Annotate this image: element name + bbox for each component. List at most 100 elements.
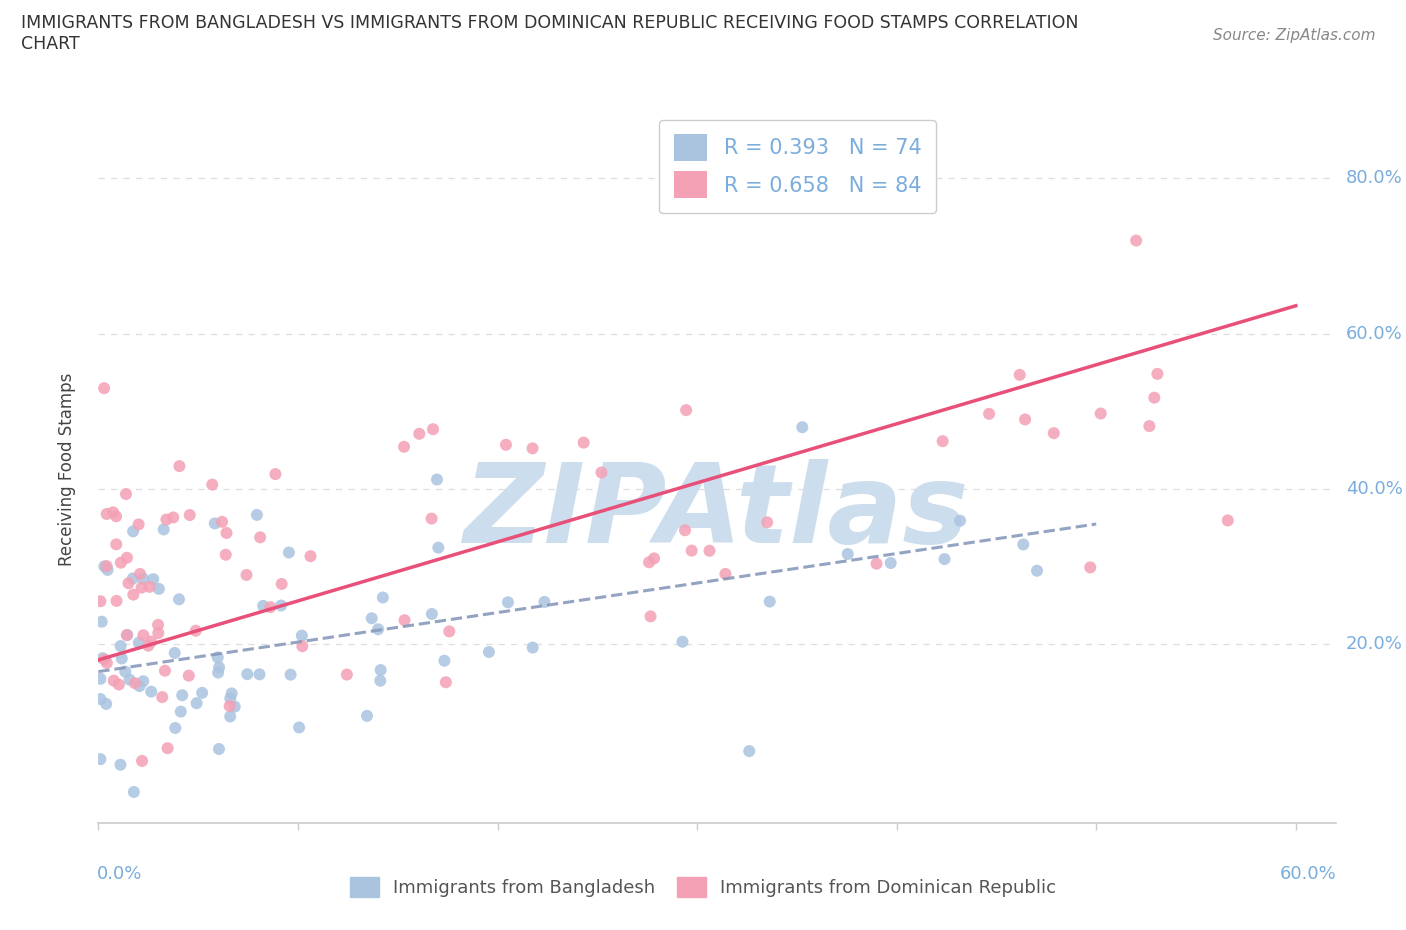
Point	[122, 587, 145, 602]
Point	[153, 663, 176, 678]
Point	[1026, 564, 1049, 578]
Point	[122, 524, 145, 538]
Point	[105, 593, 128, 608]
Point	[93, 380, 115, 395]
Point	[129, 566, 152, 581]
Point	[207, 665, 229, 680]
Point	[155, 512, 177, 527]
Point	[215, 547, 238, 562]
Point	[420, 606, 443, 621]
Point	[128, 517, 150, 532]
Point	[673, 523, 696, 538]
Point	[146, 618, 169, 632]
Point	[219, 709, 242, 724]
Point	[1008, 367, 1031, 382]
Point	[152, 522, 174, 537]
Point	[162, 510, 184, 525]
Point	[277, 545, 299, 560]
Point	[136, 638, 159, 653]
Point	[122, 785, 145, 800]
Point	[172, 688, 194, 703]
Point	[370, 662, 392, 677]
Text: CHART: CHART	[21, 35, 80, 53]
Point	[89, 692, 111, 707]
Point	[1216, 513, 1239, 528]
Point	[299, 549, 322, 564]
Point	[221, 686, 243, 701]
Point	[977, 406, 1000, 421]
Point	[169, 458, 191, 473]
Legend: R = 0.393   N = 74, R = 0.658   N = 84: R = 0.393 N = 74, R = 0.658 N = 84	[659, 120, 936, 213]
Point	[91, 651, 114, 666]
Point	[408, 426, 430, 441]
Point	[434, 675, 457, 690]
Point	[1043, 426, 1066, 441]
Point	[128, 635, 150, 650]
Point	[105, 537, 128, 551]
Point	[572, 435, 595, 450]
Point	[224, 699, 246, 714]
Text: 80.0%: 80.0%	[1346, 169, 1402, 187]
Point	[495, 437, 517, 452]
Point	[118, 672, 141, 687]
Point	[264, 467, 287, 482]
Point	[259, 600, 281, 615]
Point	[208, 660, 231, 675]
Point	[115, 628, 138, 643]
Point	[675, 403, 697, 418]
Point	[1078, 560, 1101, 575]
Point	[865, 556, 887, 571]
Point	[426, 472, 449, 487]
Point	[288, 720, 311, 735]
Point	[177, 669, 200, 684]
Legend: Immigrants from Bangladesh, Immigrants from Dominican Republic: Immigrants from Bangladesh, Immigrants f…	[343, 870, 1063, 904]
Point	[533, 594, 555, 609]
Point	[114, 664, 136, 679]
Point	[96, 507, 118, 522]
Point	[249, 667, 271, 682]
Point	[792, 419, 814, 434]
Point	[97, 563, 120, 578]
Point	[131, 580, 153, 595]
Point	[179, 508, 201, 523]
Point	[280, 667, 302, 682]
Point	[427, 540, 450, 555]
Point	[837, 547, 859, 562]
Point	[96, 559, 118, 574]
Point	[165, 721, 187, 736]
Text: ZIPAtlas: ZIPAtlas	[464, 458, 970, 565]
Point	[201, 477, 224, 492]
Point	[394, 613, 416, 628]
Point	[141, 634, 163, 649]
Point	[105, 509, 128, 524]
Point	[478, 644, 501, 659]
Point	[496, 595, 519, 610]
Point	[640, 609, 662, 624]
Point	[110, 757, 132, 772]
Point	[934, 551, 956, 566]
Point	[103, 673, 125, 688]
Point	[207, 650, 229, 665]
Point	[1146, 366, 1168, 381]
Point	[291, 628, 314, 643]
Point	[1137, 418, 1160, 433]
Point	[141, 684, 163, 699]
Point	[360, 611, 382, 626]
Text: Source: ZipAtlas.com: Source: ZipAtlas.com	[1212, 28, 1375, 43]
Point	[439, 624, 461, 639]
Point	[89, 671, 111, 686]
Point	[522, 441, 544, 456]
Point	[235, 567, 257, 582]
Point	[392, 439, 415, 454]
Point	[117, 628, 139, 643]
Point	[148, 581, 170, 596]
Point	[219, 691, 242, 706]
Point	[758, 594, 780, 609]
Point	[96, 656, 118, 671]
Point	[93, 559, 115, 574]
Point	[699, 543, 721, 558]
Text: 60.0%: 60.0%	[1346, 325, 1402, 343]
Point	[142, 572, 165, 587]
Point	[371, 590, 394, 604]
Point	[110, 639, 132, 654]
